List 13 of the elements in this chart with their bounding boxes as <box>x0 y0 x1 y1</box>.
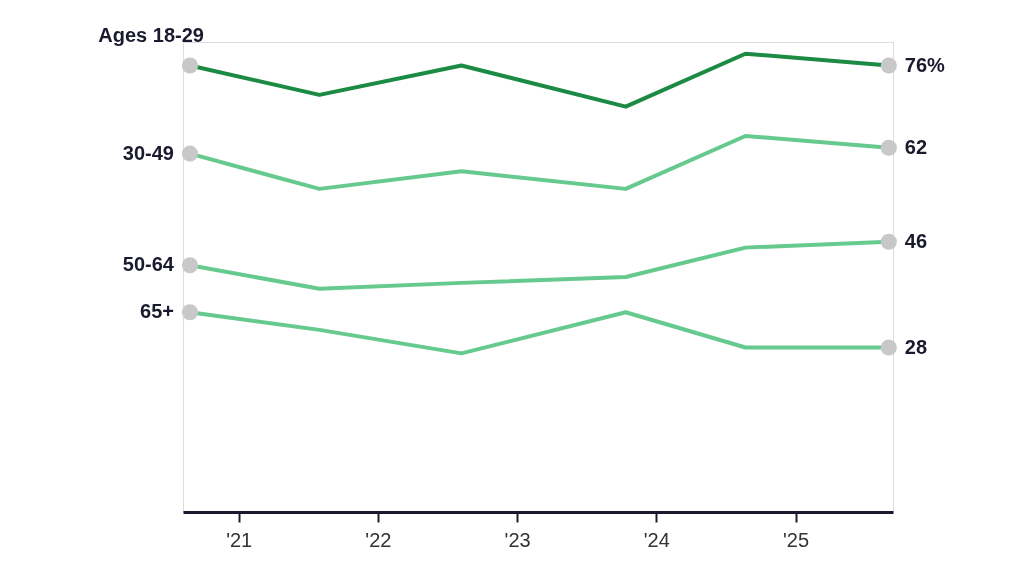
data-label: 62 <box>904 135 928 158</box>
series-label: 30-49 <box>122 141 174 164</box>
data-label: 28 <box>904 335 928 358</box>
x-tick-label: '21 <box>226 528 253 551</box>
x-tick-label: '25 <box>783 528 810 551</box>
series-label: 50-64 <box>122 253 175 276</box>
series-label: 65+ <box>140 300 174 323</box>
data-label: 46 <box>904 229 928 252</box>
x-tick-label: '22 <box>365 528 392 551</box>
x-tick-label: '24 <box>643 528 670 551</box>
x-tick-label: '23 <box>504 528 531 551</box>
series-label: Ages 18-29 <box>98 23 204 46</box>
data-label: 76% <box>904 53 946 76</box>
